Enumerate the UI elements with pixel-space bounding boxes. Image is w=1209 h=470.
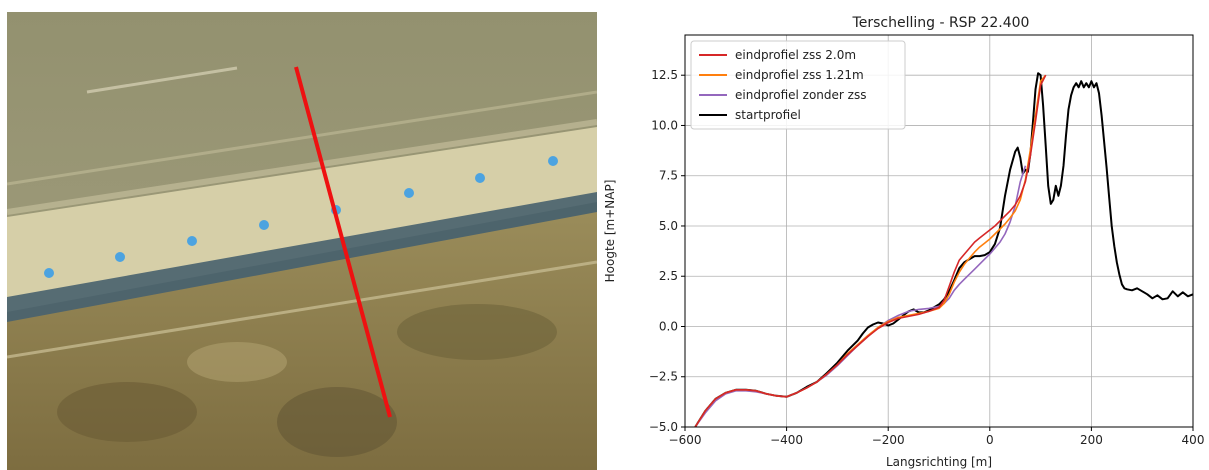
legend-box [690,40,906,130]
y-axis-label: Hoogte [m+NAP] [603,180,617,283]
y-tick-label: −2.5 [649,370,678,384]
aerial-photo [7,12,597,470]
marker-point [187,236,197,246]
chart-title: Terschelling - RSP 22.400 [852,15,1030,31]
x-tick-label: −400 [770,433,803,447]
legend: eindprofiel zss 2.0m eindprofiel zss 1.21… [690,40,906,130]
y-tick-label: −5.0 [649,420,678,434]
dune-patch [57,382,197,442]
y-tick-label: 12.5 [651,68,678,82]
y-tick-label: 5.0 [659,219,678,233]
marker-point [115,252,125,262]
dune-road [7,260,597,359]
marker-point [44,268,54,278]
marker-point [259,220,269,230]
surf-line [86,66,238,94]
legend-label: startprofiel [735,108,801,122]
marker-point [475,173,485,183]
transect-line [294,66,392,418]
series-line-eindprofiel-zonder-zss [694,165,1027,428]
y-tick-label: 2.5 [659,269,678,283]
x-tick-label: 400 [1182,433,1205,447]
x-tick-label: −600 [669,433,702,447]
y-axis: −5.0 −2.5 0.0 2.5 5.0 7.5 10.0 12.5 [649,68,685,434]
legend-label: eindprofiel zss 1.21m [735,68,864,82]
surf-line [7,119,597,215]
y-tick-label: 7.5 [659,169,678,183]
dune-patch [187,342,287,382]
legend-label: eindprofiel zonder zss [735,88,866,102]
series-lines [694,72,1194,428]
x-axis: −600 −400 −200 0 200 400 [669,427,1205,447]
series-line-eindprofiel-zss-2-0m [694,74,1047,428]
y-tick-label: 10.0 [651,118,678,132]
surf-line [7,90,597,186]
marker-point [404,188,414,198]
x-axis-label: Langsrichting [m] [886,455,992,469]
dune-patch [277,387,397,457]
x-tick-label: −200 [872,433,905,447]
x-tick-label: 0 [986,433,994,447]
x-tick-label: 200 [1080,433,1103,447]
plot-frame [684,34,1194,428]
beach-area [7,127,597,312]
legend-label: eindprofiel zss 2.0m [735,48,856,62]
marker-point [548,156,558,166]
y-tick-label: 0.0 [659,319,678,333]
dune-patch [397,304,557,360]
profile-chart: Terschelling - RSP 22.400 −600 −400 −200 0 2… [603,15,1205,469]
